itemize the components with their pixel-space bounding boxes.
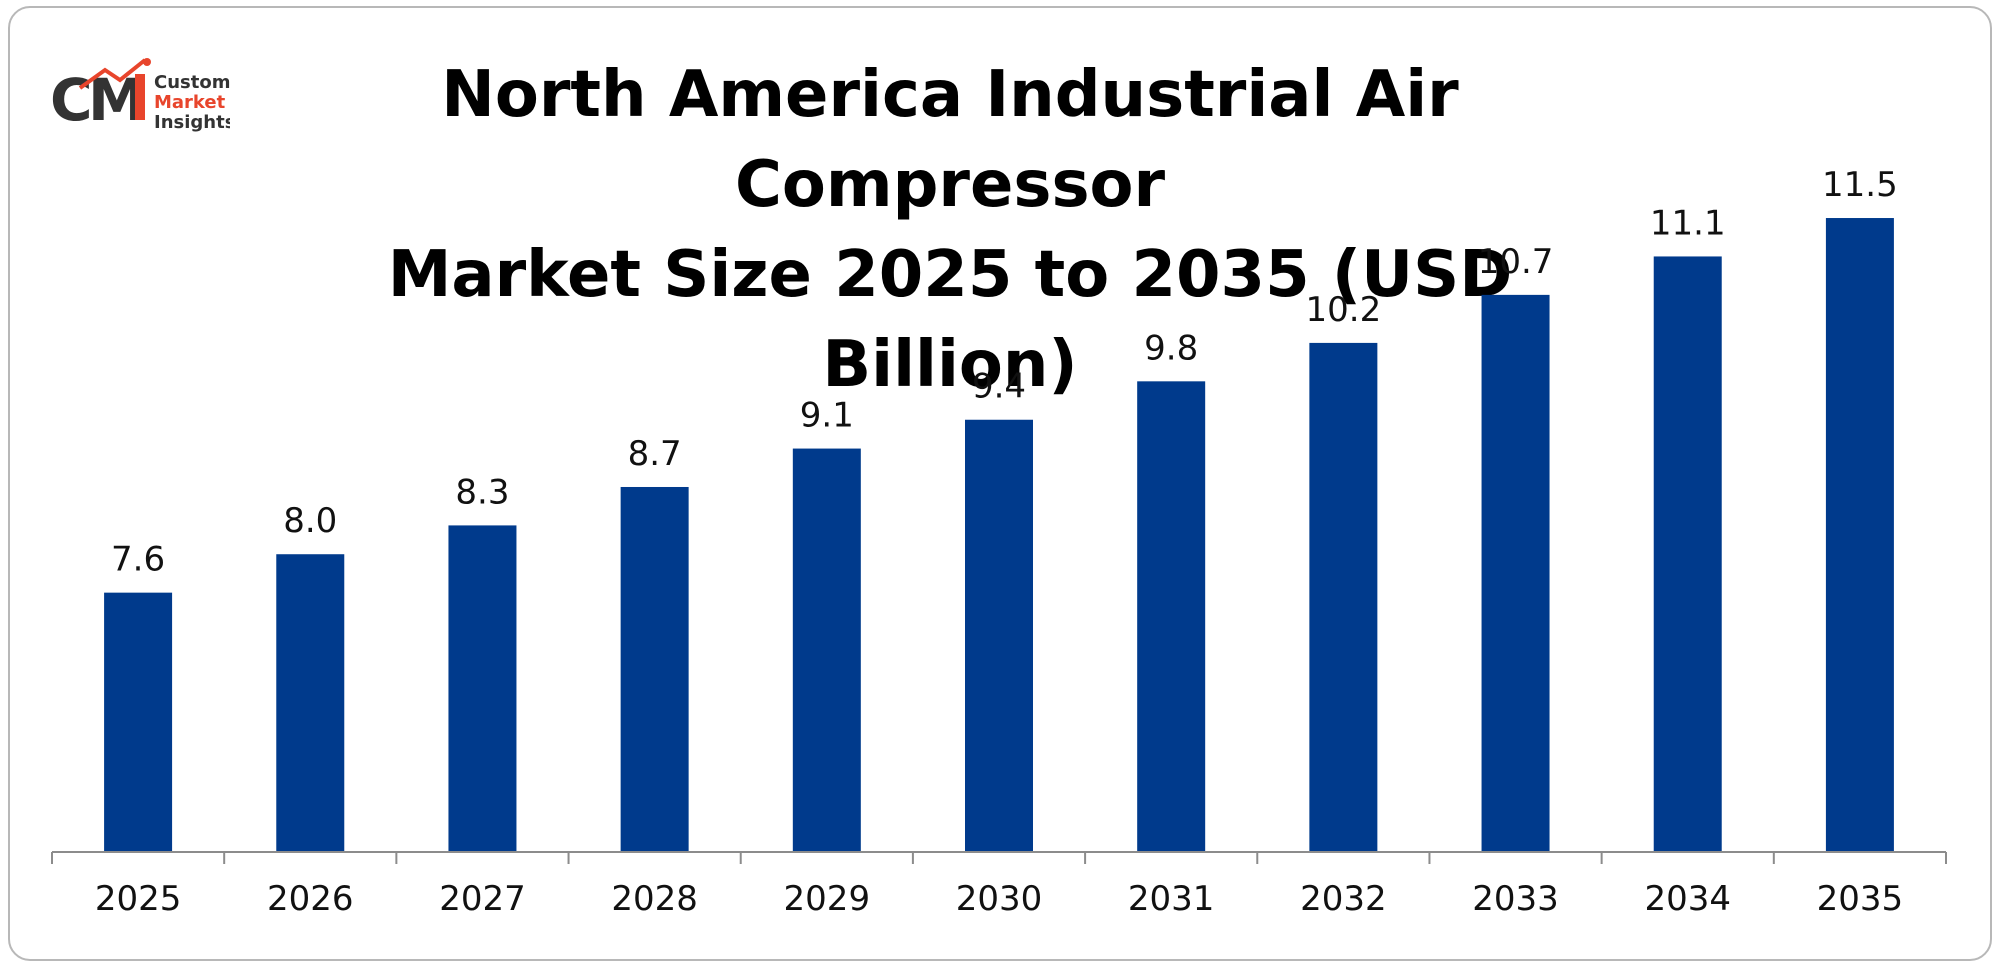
x-tick-label-2029: 2029: [784, 879, 871, 919]
bar-value-label-2028: 8.7: [628, 434, 682, 474]
chart-title-line-1: North America Industrial Air Compressor: [441, 58, 1459, 222]
logo-mark-c: C: [50, 66, 93, 134]
bar-value-label-2026: 8.0: [283, 501, 337, 541]
bar-2034: [1653, 256, 1722, 853]
bar-2032: [1309, 342, 1378, 852]
logo-text-market: Market: [154, 92, 226, 113]
bar-value-label-2034: 11.1: [1650, 203, 1726, 243]
x-tick-label-2028: 2028: [611, 879, 698, 919]
chart-title-line-2: Market Size 2025 to 2035 (USD Billion): [387, 238, 1513, 402]
bar-value-label-2033: 10.7: [1478, 242, 1554, 282]
bar-value-label-2031: 9.8: [1144, 328, 1198, 368]
bar-value-label-2032: 10.2: [1306, 290, 1382, 330]
x-tick-labels-group: 2025 2026 2027 2028 2029 2030 2031 2032 2033 2034…: [95, 879, 1903, 919]
bar-2035: [1825, 218, 1894, 852]
bar-value-label-2035: 11.5: [1822, 165, 1898, 205]
bar-value-label-2029: 9.1: [800, 396, 854, 436]
logo-text-custom: Custom: [154, 72, 230, 93]
bar-2026: [276, 554, 345, 852]
chart-title: North America Industrial Air Compressor …: [250, 50, 1650, 410]
x-tick-label-2030: 2030: [956, 879, 1043, 919]
logo-trend-line: [78, 58, 147, 90]
x-tick-label-2034: 2034: [1644, 879, 1731, 919]
bar-labels-group: 7.6 8.0 8.3 8.7 9.1 9.4 9.8 10.2 10.7 11.1 11.5: [111, 165, 1898, 580]
bar-2028: [620, 486, 689, 852]
bar-2027: [448, 525, 517, 852]
bar-value-label-2027: 8.3: [455, 472, 509, 512]
company-logo: C M Custom Market Insights: [50, 58, 235, 138]
bar-2025: [104, 592, 173, 852]
logo-text-insights: Insights: [154, 112, 230, 133]
bar-value-label-2025: 7.6: [111, 540, 165, 580]
x-tick-label-2025: 2025: [95, 879, 182, 919]
bar-2031: [1137, 381, 1206, 852]
bar-2030: [965, 419, 1033, 852]
logo-trend-dot: [143, 58, 151, 66]
bar-value-label-2030: 9.4: [972, 367, 1026, 407]
bar-2033: [1481, 294, 1550, 852]
bar-2029: [792, 448, 861, 852]
x-tick-label-2027: 2027: [439, 879, 526, 919]
x-tick-label-2032: 2032: [1300, 879, 1387, 919]
x-tick-label-2031: 2031: [1128, 879, 1215, 919]
logo-mark-i: [135, 74, 145, 120]
x-tick-label-2035: 2035: [1817, 879, 1904, 919]
x-ticks-group: [51, 852, 1947, 864]
bars-group: [104, 218, 1894, 853]
logo-mark-icon: C M: [50, 58, 151, 134]
x-tick-label-2033: 2033: [1472, 879, 1559, 919]
x-tick-label-2026: 2026: [267, 879, 354, 919]
